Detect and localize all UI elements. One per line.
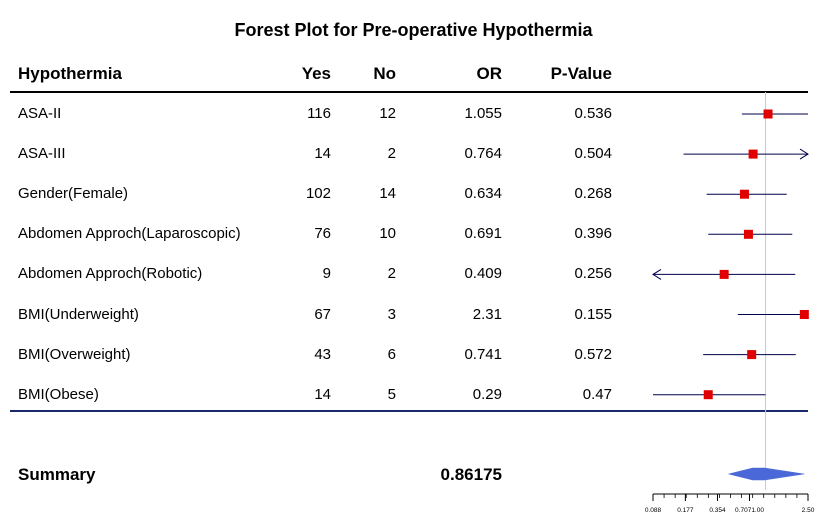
row-label: Abdomen Approch(Laparoscopic) bbox=[18, 225, 241, 243]
x-axis-tick-label: 0.354 bbox=[709, 507, 726, 514]
row-p-value: 0.504 bbox=[574, 145, 612, 163]
row-label: Abdomen Approch(Robotic) bbox=[18, 265, 203, 283]
row-odds-ratio: 0.691 bbox=[464, 225, 502, 243]
row-label: ASA-III bbox=[18, 145, 66, 163]
row-p-value: 0.268 bbox=[574, 185, 612, 203]
column-header-hypothermia: Hypothermia bbox=[18, 64, 122, 83]
row-label: ASA-II bbox=[18, 105, 62, 122]
row-odds-ratio: 0.764 bbox=[464, 145, 502, 163]
row-p-value: 0.396 bbox=[574, 225, 612, 243]
row-yes-count: 76 bbox=[314, 225, 331, 243]
point-estimate-marker bbox=[799, 310, 809, 319]
summary-label: Summary bbox=[18, 465, 96, 484]
column-header-no: No bbox=[373, 64, 396, 83]
row-no-count: 12 bbox=[379, 105, 396, 122]
row-p-value: 0.256 bbox=[574, 265, 612, 283]
column-header-p-value: P-Value bbox=[550, 64, 612, 83]
row-p-value: 0.155 bbox=[574, 305, 612, 323]
point-estimate-marker bbox=[739, 189, 749, 199]
row-odds-ratio: 1.055 bbox=[464, 105, 502, 122]
row-label: BMI(Overweight) bbox=[18, 345, 131, 363]
x-axis-tick-label: 2.50 bbox=[802, 507, 815, 514]
header-divider bbox=[10, 91, 808, 93]
row-yes-count: 14 bbox=[314, 385, 331, 403]
row-odds-ratio: 0.741 bbox=[464, 345, 502, 363]
row-label: BMI(Obese) bbox=[18, 385, 99, 403]
row-p-value: 0.536 bbox=[574, 105, 612, 122]
row-no-count: 3 bbox=[387, 305, 396, 323]
row-no-count: 2 bbox=[387, 145, 396, 163]
row-odds-ratio: 0.634 bbox=[464, 185, 502, 203]
row-label: Gender(Female) bbox=[18, 185, 129, 203]
row-yes-count: 67 bbox=[314, 305, 331, 323]
ci-arrow-right-icon bbox=[799, 148, 809, 160]
ci-arrow-left-icon bbox=[652, 268, 662, 280]
row-label: BMI(Underweight) bbox=[18, 305, 139, 323]
summary-diamond bbox=[728, 467, 805, 481]
point-estimate-marker bbox=[747, 350, 757, 360]
row-odds-ratio: 0.29 bbox=[472, 385, 502, 403]
point-estimate-marker bbox=[748, 149, 758, 159]
row-no-count: 2 bbox=[387, 265, 396, 283]
summary-or-value: 0.86175 bbox=[440, 465, 502, 484]
column-header-or: OR bbox=[476, 64, 503, 83]
table-bottom-divider bbox=[10, 410, 808, 412]
x-axis-tick-label: 0.177 bbox=[677, 507, 694, 514]
row-yes-count: 43 bbox=[314, 345, 331, 363]
row-p-value: 0.47 bbox=[582, 385, 612, 403]
row-yes-count: 14 bbox=[314, 145, 331, 163]
row-no-count: 14 bbox=[379, 185, 396, 203]
row-yes-count: 116 bbox=[307, 105, 331, 122]
x-axis-tick-label: 0.7071.00 bbox=[735, 507, 764, 514]
row-no-count: 6 bbox=[387, 345, 396, 363]
point-estimate-marker bbox=[719, 269, 729, 279]
row-p-value: 0.572 bbox=[574, 345, 612, 363]
point-estimate-marker bbox=[743, 229, 753, 239]
column-header-yes: Yes bbox=[301, 64, 331, 83]
row-odds-ratio: 0.409 bbox=[464, 265, 502, 283]
row-yes-count: 9 bbox=[322, 265, 331, 283]
x-axis-tick-label: 0.088 bbox=[645, 507, 662, 514]
chart-title: Forest Plot for Pre-operative Hypothermi… bbox=[234, 20, 593, 40]
row-yes-count: 102 bbox=[305, 185, 331, 203]
point-estimate-marker bbox=[703, 390, 713, 400]
row-odds-ratio: 2.31 bbox=[472, 305, 502, 323]
row-no-count: 5 bbox=[387, 385, 396, 403]
row-no-count: 10 bbox=[379, 225, 396, 243]
point-estimate-marker bbox=[763, 109, 773, 119]
